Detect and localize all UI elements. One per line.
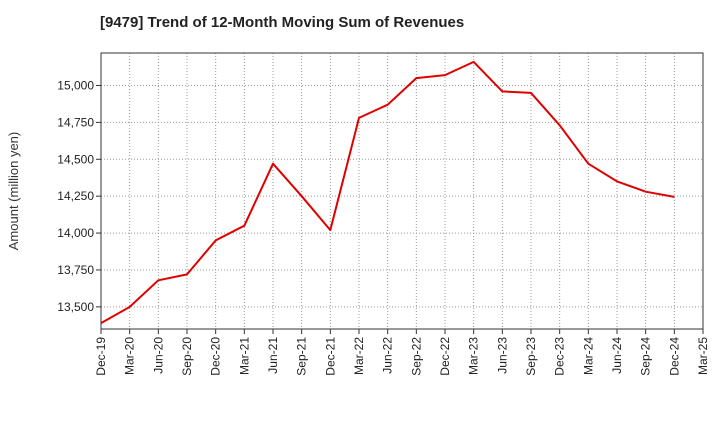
y-tick-label: 14,500 bbox=[57, 152, 94, 166]
x-tick-label: Jun-22 bbox=[381, 337, 395, 374]
x-tick-label: Dec-19 bbox=[94, 337, 108, 376]
plot-frame bbox=[100, 52, 704, 330]
x-tick-label: Mar-21 bbox=[237, 337, 251, 375]
x-tick-label: Sep-23 bbox=[524, 337, 538, 376]
x-tick-label: Mar-23 bbox=[467, 337, 481, 375]
y-tick-label: 14,750 bbox=[57, 115, 94, 129]
x-tick-label: Mar-24 bbox=[581, 337, 595, 375]
x-axis-ticks: Dec-19 Mar-20 Jun-20 Sep-20 Dec-20 Mar-21 Jun-… bbox=[94, 329, 710, 376]
y-tick-label: 13,750 bbox=[57, 263, 94, 277]
y-tick-label: 14,250 bbox=[57, 189, 94, 203]
x-tick-label: Mar-22 bbox=[352, 337, 366, 375]
x-tick-label: Dec-24 bbox=[667, 337, 681, 376]
grid-lines bbox=[101, 53, 703, 329]
x-tick-label: Dec-22 bbox=[438, 337, 452, 376]
chart-title: [9479] Trend of 12-Month Moving Sum of R… bbox=[100, 14, 465, 31]
y-tick-label: 13,500 bbox=[57, 300, 94, 314]
x-tick-label: Dec-20 bbox=[209, 337, 223, 376]
x-tick-label: Jun-21 bbox=[266, 337, 280, 374]
x-tick-label: Sep-21 bbox=[295, 337, 309, 376]
y-tick-label: 14,000 bbox=[57, 226, 94, 240]
x-tick-label: Mar-25 bbox=[696, 337, 710, 375]
y-axis-ticks: 13,500 13,750 14,000 14,250 14,500 14,750 15,0… bbox=[57, 78, 101, 314]
x-tick-label: Sep-24 bbox=[639, 337, 653, 376]
series-line bbox=[100, 60, 675, 324]
x-tick-label: Sep-22 bbox=[409, 337, 423, 376]
x-tick-label: Mar-20 bbox=[123, 337, 137, 375]
x-tick-label: Dec-23 bbox=[553, 337, 567, 376]
x-tick-label: Jun-24 bbox=[610, 337, 624, 374]
x-tick-label: Jun-23 bbox=[495, 337, 509, 374]
y-tick-label: 15,000 bbox=[57, 78, 94, 92]
x-tick-label: Jun-20 bbox=[151, 337, 165, 374]
x-tick-label: Sep-20 bbox=[180, 337, 194, 376]
series-lines bbox=[100, 60, 675, 324]
y-axis-title: Amount (million yen) bbox=[6, 132, 21, 251]
x-tick-label: Dec-21 bbox=[323, 337, 337, 376]
